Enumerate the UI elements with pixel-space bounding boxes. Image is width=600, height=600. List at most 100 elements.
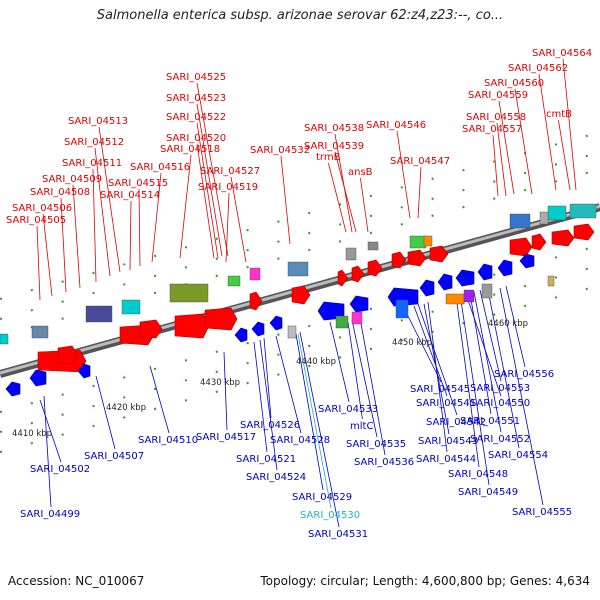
forward-gene-arrow [351, 265, 365, 283]
leader-lines [36, 58, 577, 528]
forward-leader-line [492, 134, 499, 197]
reverse-leader-line [359, 317, 386, 456]
accession-text: Accession: NC_010067 [8, 574, 145, 588]
reverse-gene-label: SARI_04544 [416, 454, 476, 465]
tick-label: 4410 kbp [12, 429, 52, 439]
gene-features [0, 203, 597, 397]
forward-leader-line [417, 166, 422, 219]
forward-gene-arrow [407, 249, 427, 267]
forward-gene-label: SARI_04546 [366, 120, 426, 131]
forward-gene-arrow [57, 345, 79, 365]
gene-block [423, 235, 433, 247]
reverse-gene-label: SARI_04533 [318, 404, 378, 415]
reverse-gene-label: SARI_04542 [426, 417, 486, 428]
reverse-gene-arrow [437, 273, 453, 291]
forward-gene-label: SARI_04506 [12, 203, 72, 214]
reverse-leader-line [469, 293, 492, 415]
gene-block [249, 267, 261, 281]
forward-gene-label: SARI_04558 [466, 112, 526, 123]
forward-leader-line [72, 184, 81, 289]
forward-leader-line [558, 119, 571, 191]
forward-gene-label: SARI_04564 [532, 48, 592, 59]
reverse-gene-label: SARI_04548 [448, 469, 508, 480]
reverse-gene-label: SARI_04535 [346, 439, 406, 450]
forward-gene-arrow [174, 313, 210, 339]
reverse-gene-label: SARI_04541 [416, 398, 476, 409]
reverse-gene-arrow [519, 253, 535, 269]
reverse-leader-line [505, 285, 526, 368]
reverse-gene-arrow [419, 279, 435, 297]
reverse-gene-arrow [317, 301, 345, 321]
reverse-gene-label: SARI_04545 [410, 384, 470, 395]
gene-block [547, 275, 555, 287]
reverse-gene-label: SARI_04524 [246, 472, 306, 483]
gene-block [409, 235, 427, 249]
reverse-leader-line [455, 295, 480, 468]
reverse-leader-line [465, 293, 502, 397]
forward-gene-label: SARI_04511 [62, 158, 122, 169]
forward-leader-line [538, 73, 557, 191]
gene-block [287, 261, 309, 277]
forward-leader-line [129, 200, 132, 271]
forward-leader-line [280, 155, 291, 245]
forward-leader-line [98, 126, 121, 273]
reverse-gene-label: SARI_04521 [236, 454, 296, 465]
genome-summary-text: Topology: circular; Length: 4,600,800 bp… [260, 574, 590, 588]
forward-gene-label: SARI_04532 [250, 145, 310, 156]
reverse-gene-arrow [234, 327, 248, 343]
forward-leader-line [60, 197, 67, 293]
reverse-gene-label: SARI_04529 [292, 492, 352, 503]
reverse-leader-line [253, 341, 268, 453]
forward-leader-line [94, 147, 111, 277]
forward-gene-label: SARI_04539 [304, 141, 364, 152]
reverse-gene-arrow [269, 315, 283, 331]
forward-gene-label: trmB [316, 152, 341, 163]
gene-block [481, 283, 493, 299]
forward-gene-label: SARI_04562 [508, 63, 568, 74]
reverse-gene-arrow [497, 259, 513, 277]
reverse-gene-label: SARI_04531 [308, 529, 368, 540]
forward-leader-line [360, 177, 369, 233]
reverse-gene-label: SARI_04530 [300, 510, 360, 521]
reverse-leader-line [39, 399, 62, 463]
reverse-leader-line [299, 331, 340, 528]
forward-leader-line [151, 172, 162, 263]
gene-block [85, 305, 113, 323]
forward-gene-label: SARI_04513 [68, 116, 128, 127]
forward-gene-arrow [573, 223, 595, 241]
reverse-gene-arrow [29, 369, 47, 387]
forward-gene-label: ansB [348, 167, 373, 178]
forward-leader-line [496, 122, 507, 197]
forward-leader-line [196, 122, 219, 259]
forward-gene-label: SARI_04547 [390, 156, 450, 167]
gene-block [395, 299, 409, 319]
forward-gene-arrow [249, 291, 263, 311]
gene-block [539, 211, 549, 225]
forward-gene-label: SARI_04519 [198, 182, 258, 193]
reverse-leader-line [95, 375, 116, 450]
tick-label: 4420 kbp [106, 403, 146, 413]
gene-block [569, 203, 597, 219]
genome-title: Salmonella enterica subsp. arizonae sero… [96, 8, 504, 23]
reverse-gene-arrow [387, 287, 419, 307]
forward-gene-label: SARI_04516 [130, 162, 190, 173]
forward-gene-label: SARI_04557 [462, 124, 522, 135]
reverse-gene-arrow [477, 263, 493, 281]
forward-gene-label: SARI_04518 [160, 144, 220, 155]
forward-leader-line [230, 176, 247, 263]
gene-labels: 4410 kbp 4420 kbp 4430 kbp 4440 kbp 4450 kbp… [6, 48, 592, 540]
tick-label: 4430 kbp [200, 378, 240, 388]
reverse-leader-line [223, 351, 228, 431]
reverse-gene-label: SARI_04526 [240, 420, 300, 431]
forward-gene-label: SARI_04512 [64, 137, 124, 148]
reverse-gene-label: SARI_04550 [470, 398, 530, 409]
forward-leader-line [92, 168, 97, 283]
forward-gene-arrow [291, 285, 311, 305]
reverse-gene-label: SARI_04517 [196, 432, 256, 443]
forward-leader-line [328, 162, 347, 233]
reverse-gene-label: SARI_04510 [138, 435, 198, 446]
forward-gene-arrow [509, 237, 533, 257]
reverse-leader-line [297, 333, 332, 509]
